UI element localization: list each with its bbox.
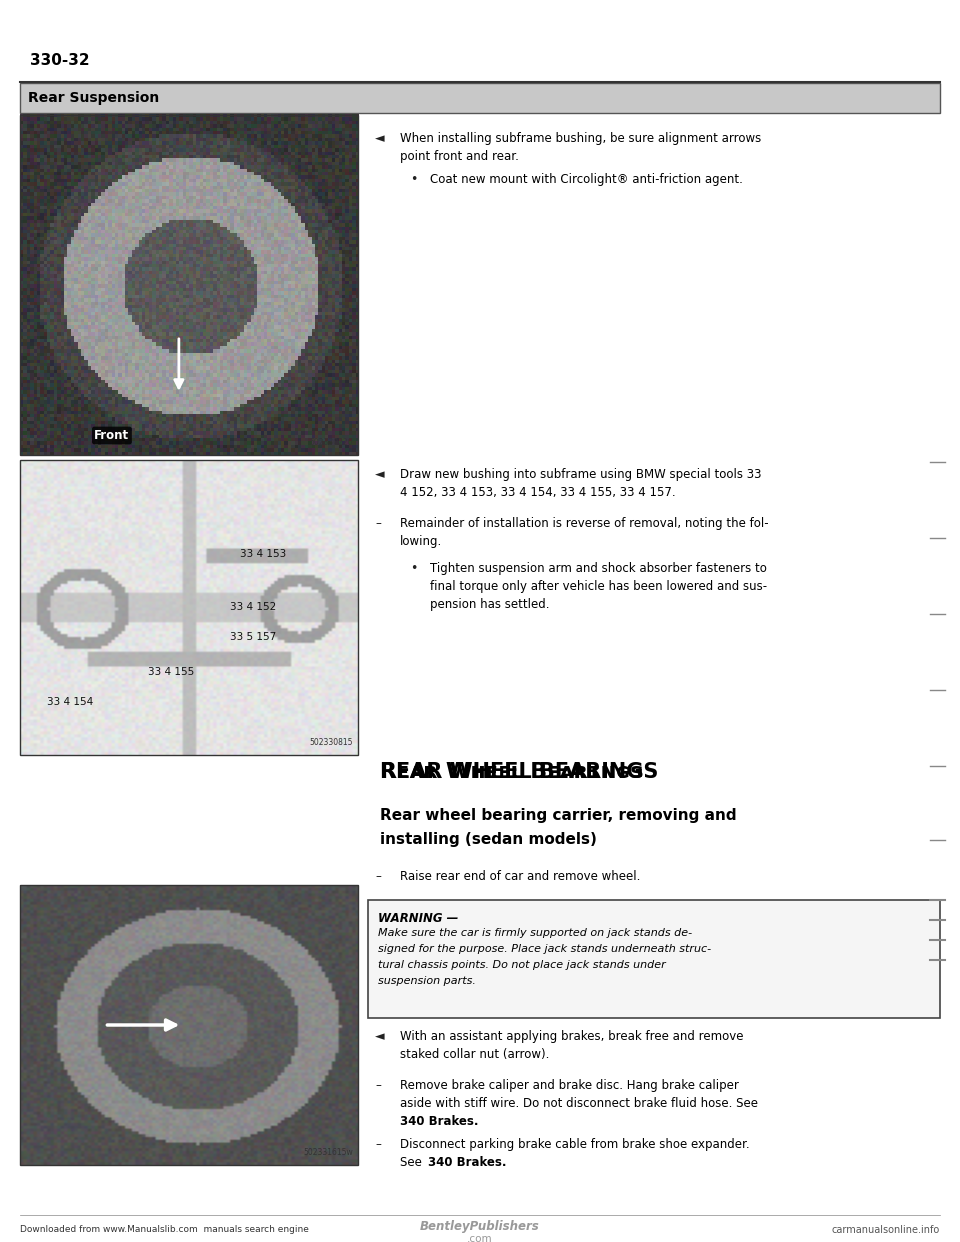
Text: •: • <box>410 561 418 575</box>
Text: –: – <box>375 1078 381 1092</box>
Text: 33 5 157: 33 5 157 <box>229 632 276 642</box>
Bar <box>20 460 358 755</box>
Text: •: • <box>410 174 418 186</box>
Text: carmanualsonline.info: carmanualsonline.info <box>831 1225 940 1235</box>
Text: tural chassis points. Do not place jack stands under: tural chassis points. Do not place jack … <box>378 960 665 970</box>
Text: signed for the purpose. Place jack stands underneath struc-: signed for the purpose. Place jack stand… <box>378 944 711 954</box>
Text: Front: Front <box>94 428 130 442</box>
Text: –: – <box>375 869 381 883</box>
Text: Tighten suspension arm and shock absorber fasteners to: Tighten suspension arm and shock absorbe… <box>430 561 767 575</box>
Text: 340 Brakes.: 340 Brakes. <box>400 1114 478 1128</box>
Text: Downloaded from www.Manualslib.com  manuals search engine: Downloaded from www.Manualslib.com manua… <box>20 1225 309 1235</box>
Text: 502331615w: 502331615w <box>303 1148 353 1158</box>
Text: Draw new bushing into subframe using BMW special tools 33: Draw new bushing into subframe using BMW… <box>400 468 761 481</box>
Text: 340 Brakes.: 340 Brakes. <box>428 1156 507 1169</box>
Text: 330-32: 330-32 <box>30 53 89 68</box>
Text: Make sure the car is firmly supported on jack stands de-: Make sure the car is firmly supported on… <box>378 928 692 938</box>
Text: Remove brake caliper and brake disc. Hang brake caliper: Remove brake caliper and brake disc. Han… <box>400 1078 739 1092</box>
Text: Disconnect parking brake cable from brake shoe expander.: Disconnect parking brake cable from brak… <box>400 1138 750 1151</box>
Text: point front and rear.: point front and rear. <box>400 150 518 163</box>
Text: Remainder of installation is reverse of removal, noting the fol-: Remainder of installation is reverse of … <box>400 517 769 529</box>
Text: Coat new mount with Circolight® anti-friction agent.: Coat new mount with Circolight® anti-fri… <box>430 174 743 186</box>
Text: ◄: ◄ <box>375 1030 385 1043</box>
Text: –: – <box>375 517 381 529</box>
Text: .com: .com <box>468 1235 492 1242</box>
Text: Rear wheel bearing carrier, removing and: Rear wheel bearing carrier, removing and <box>380 809 736 823</box>
Bar <box>20 116 358 455</box>
Text: WARNING —: WARNING — <box>378 912 458 925</box>
Text: suspension parts.: suspension parts. <box>378 976 476 986</box>
Text: installing (sedan models): installing (sedan models) <box>380 832 597 847</box>
Text: 502330220: 502330220 <box>309 438 353 447</box>
Text: pension has settled.: pension has settled. <box>430 597 549 611</box>
Text: ◄: ◄ <box>375 132 385 145</box>
Text: Raise rear end of car and remove wheel.: Raise rear end of car and remove wheel. <box>400 869 640 883</box>
Text: ◄: ◄ <box>375 468 385 481</box>
Text: 4 152, 33 4 153, 33 4 154, 33 4 155, 33 4 157.: 4 152, 33 4 153, 33 4 154, 33 4 155, 33 … <box>400 486 676 499</box>
Text: –: – <box>375 1138 381 1151</box>
Text: REAR WHEEL BEARINGS: REAR WHEEL BEARINGS <box>380 763 659 782</box>
Text: 33 4 155: 33 4 155 <box>149 667 195 677</box>
Text: See: See <box>400 1156 425 1169</box>
Text: staked collar nut (arrow).: staked collar nut (arrow). <box>400 1048 549 1061</box>
Text: 33 4 153: 33 4 153 <box>240 549 286 559</box>
Text: aside with stiff wire. Do not disconnect brake fluid hose. See: aside with stiff wire. Do not disconnect… <box>400 1097 758 1109</box>
Text: BentleyPublishers: BentleyPublishers <box>420 1220 540 1233</box>
Text: 33 4 154: 33 4 154 <box>47 697 93 707</box>
Text: 502330815: 502330815 <box>309 738 353 746</box>
Bar <box>20 886 358 1165</box>
Text: 33 4 152: 33 4 152 <box>229 602 276 612</box>
FancyBboxPatch shape <box>368 900 940 1018</box>
Text: Rᴇᴀʀ Wʜᴇᴇʟ Bᴇᴀʀɪɴɢs: Rᴇᴀʀ Wʜᴇᴇʟ Bᴇᴀʀɪɴɢs <box>380 763 643 782</box>
Text: When installing subframe bushing, be sure alignment arrows: When installing subframe bushing, be sur… <box>400 132 761 145</box>
Bar <box>20 83 940 113</box>
Text: Rear Suspension: Rear Suspension <box>28 91 159 106</box>
Text: final torque only after vehicle has been lowered and sus-: final torque only after vehicle has been… <box>430 580 767 592</box>
Text: lowing.: lowing. <box>400 534 443 548</box>
Text: With an assistant applying brakes, break free and remove: With an assistant applying brakes, break… <box>400 1030 743 1043</box>
